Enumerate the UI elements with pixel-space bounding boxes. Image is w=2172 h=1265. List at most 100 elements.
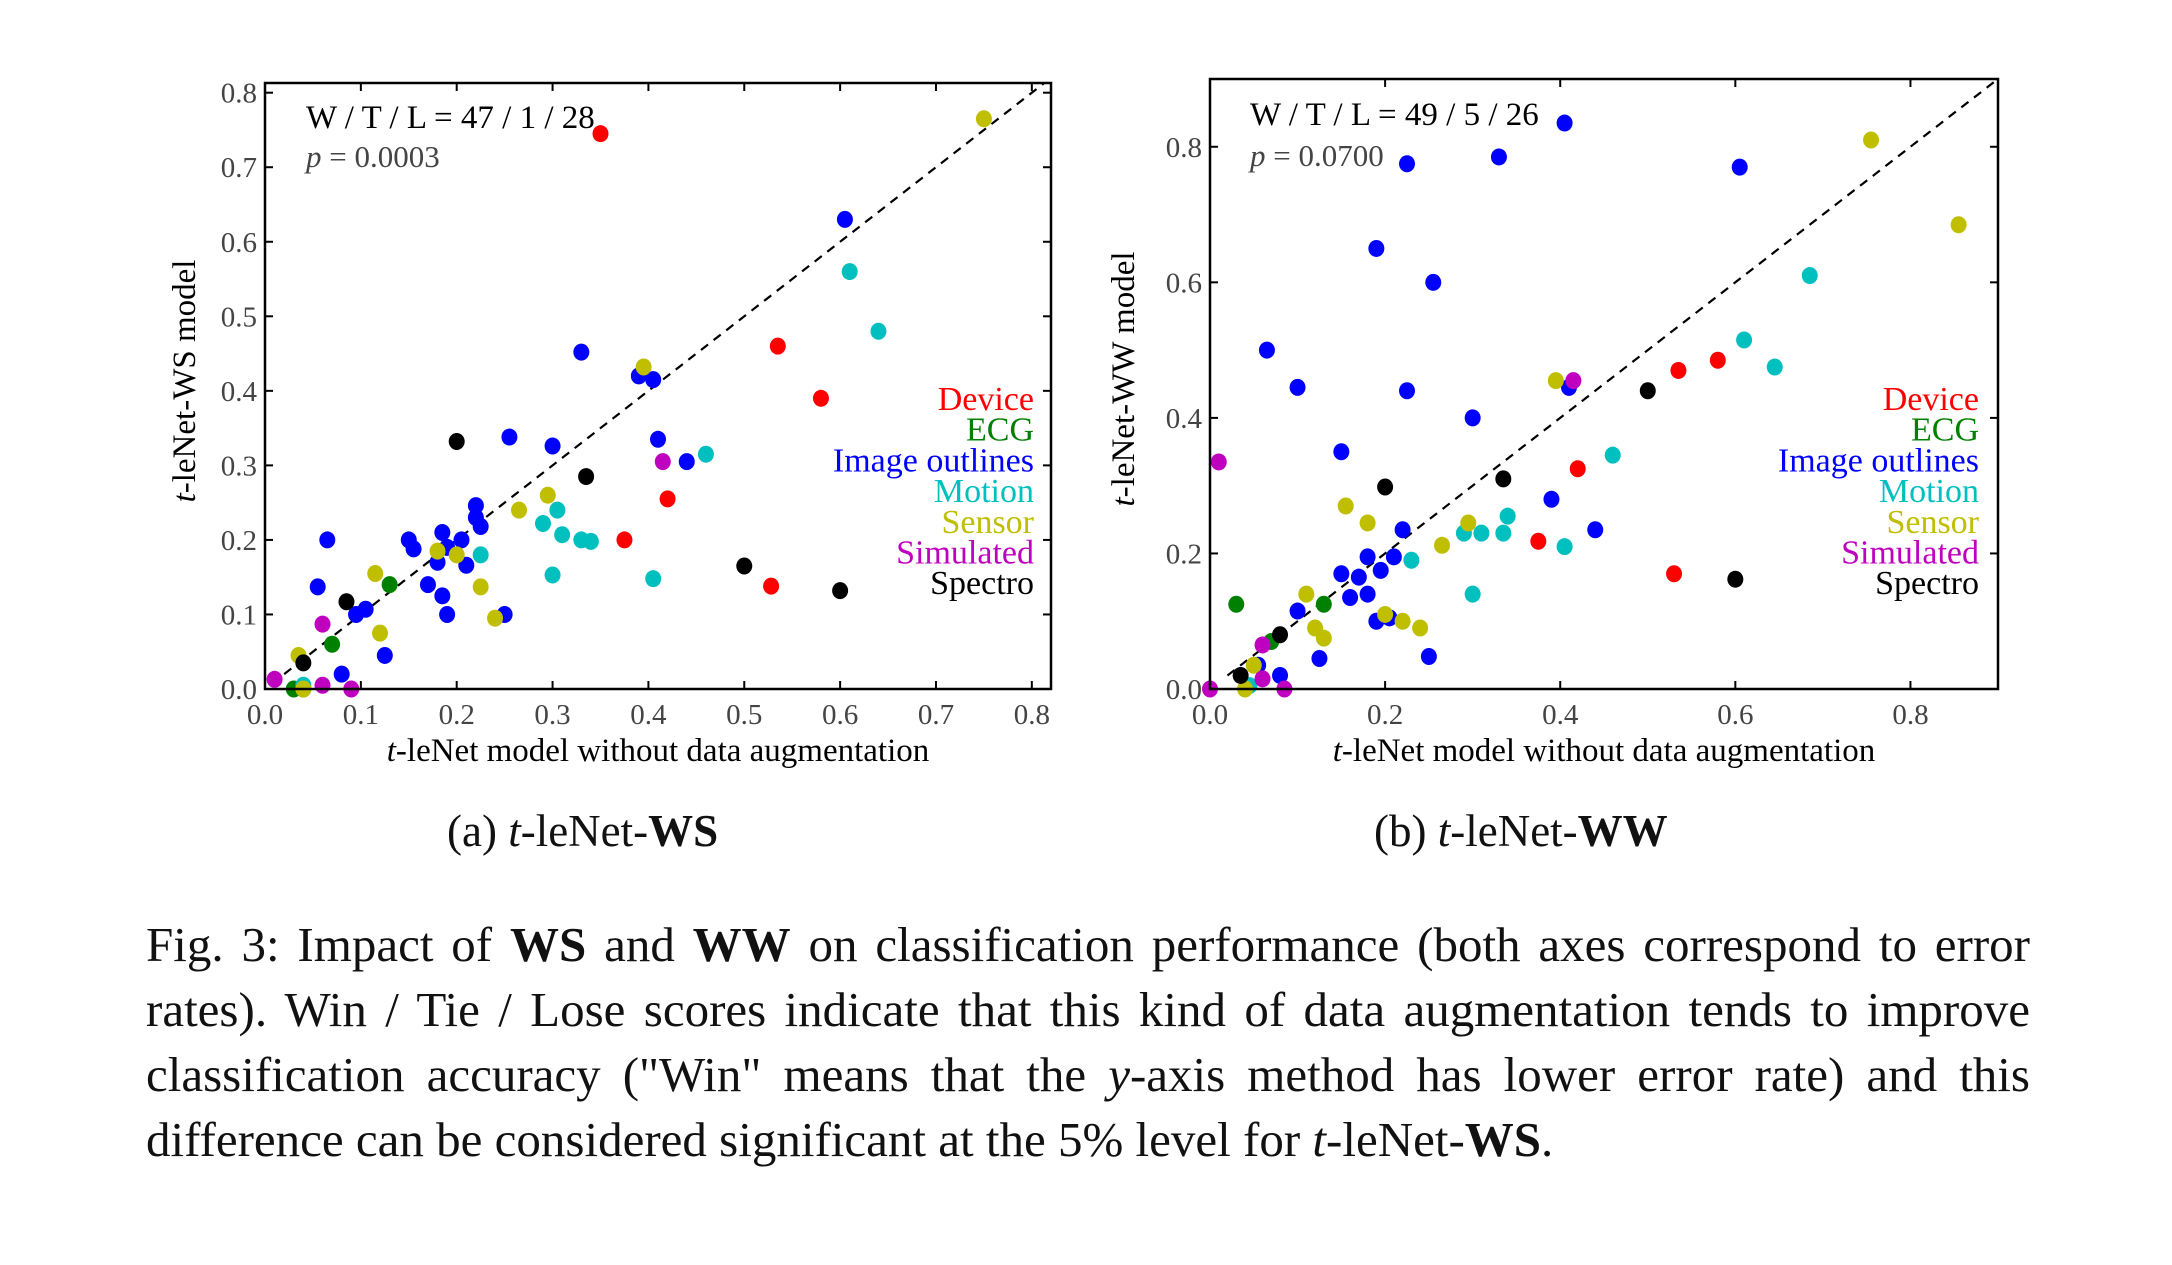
data-point bbox=[539, 486, 556, 504]
data-point bbox=[1547, 372, 1564, 390]
x-axis-label: t-leNet model without data augmentation bbox=[387, 733, 930, 769]
subcaption-part: t bbox=[1437, 806, 1451, 856]
caption-segment: Fig. 3: Impact of bbox=[146, 917, 510, 972]
scatter-panel-a: 0.0 0.1 0.2 0.3 0.4 0.5 0.6 0.7 0.8 0.0 0.1 0.2 0.3 0… bbox=[167, 78, 1053, 769]
y-tick-label: 0.0 bbox=[1166, 674, 1202, 706]
plot-frame bbox=[263, 81, 1053, 691]
data-point bbox=[1385, 548, 1402, 566]
subcaption-part: (b) bbox=[1374, 806, 1438, 856]
y-tick-label: 0.2 bbox=[221, 525, 257, 557]
data-point bbox=[501, 428, 518, 446]
subcaption-part: WS bbox=[648, 806, 719, 856]
data-point bbox=[1394, 612, 1411, 630]
figure: 0.0 0.1 0.2 0.3 0.4 0.5 0.6 0.7 0.8 0.0 0.1 0.2 0.3 0… bbox=[167, 77, 2000, 769]
legend-entry: ECG bbox=[1911, 412, 1979, 449]
x-tick-label: 0.4 bbox=[630, 699, 667, 731]
data-point bbox=[1530, 532, 1547, 550]
series-sensor bbox=[1237, 131, 1967, 698]
data-point bbox=[975, 110, 992, 128]
data-point bbox=[534, 515, 551, 533]
y-tick-label: 0.3 bbox=[221, 450, 257, 482]
series-spectro bbox=[295, 433, 849, 672]
p-value: p = 0.0700 bbox=[1248, 138, 1384, 173]
data-point bbox=[812, 389, 829, 407]
data-point bbox=[1736, 331, 1753, 349]
data-point bbox=[376, 646, 393, 664]
data-point bbox=[1298, 585, 1315, 603]
data-point bbox=[1272, 666, 1289, 684]
data-point bbox=[1359, 585, 1376, 603]
data-point bbox=[357, 600, 374, 618]
y-tick-label: 0.8 bbox=[221, 78, 257, 110]
data-point bbox=[678, 453, 695, 471]
data-point bbox=[1950, 216, 1967, 234]
data-point bbox=[1464, 585, 1481, 603]
caption-segment: -axis method has lower error rate) and t… bbox=[146, 1047, 2030, 1167]
y-axis-label: t-leNet-WS model bbox=[167, 260, 203, 503]
data-point bbox=[1473, 524, 1490, 542]
series-device bbox=[592, 125, 829, 595]
data-point bbox=[324, 635, 341, 653]
data-point bbox=[1460, 514, 1477, 532]
data-point bbox=[1420, 647, 1437, 665]
data-point bbox=[635, 358, 652, 376]
data-point bbox=[1495, 524, 1512, 542]
data-point bbox=[458, 556, 475, 574]
data-point bbox=[1350, 568, 1367, 586]
data-point bbox=[419, 576, 436, 594]
data-point bbox=[736, 557, 753, 575]
data-point bbox=[1801, 267, 1818, 285]
data-point bbox=[573, 343, 590, 361]
data-point bbox=[1232, 666, 1249, 684]
y-tick-label: 0.2 bbox=[1166, 538, 1202, 570]
x-tick-label: 0.8 bbox=[1014, 699, 1050, 731]
x-tick-label: 0.0 bbox=[1192, 699, 1228, 731]
data-point bbox=[1464, 409, 1481, 427]
data-point bbox=[429, 542, 446, 560]
data-point bbox=[1556, 538, 1573, 556]
caption-segment: y bbox=[1108, 1047, 1130, 1102]
series-simulated bbox=[1202, 372, 1582, 698]
data-point bbox=[1368, 239, 1385, 257]
scatter-panel-b: 0.0 0.2 0.4 0.6 0.8 0.0 0.2 0.4 0.6 0.8 t-leNet mo… bbox=[1106, 77, 2000, 769]
data-point bbox=[309, 578, 326, 596]
data-point bbox=[1228, 595, 1245, 613]
subcaption-part: (a) bbox=[447, 806, 509, 856]
data-point bbox=[544, 566, 561, 584]
y-tick-label: 0.1 bbox=[221, 599, 257, 631]
data-point bbox=[1359, 514, 1376, 532]
x-tick-label: 0.4 bbox=[1542, 699, 1579, 731]
caption-segment: -leNet- bbox=[1326, 1112, 1465, 1167]
x-tick-label: 0.6 bbox=[822, 699, 858, 731]
data-point bbox=[1394, 521, 1411, 539]
data-point bbox=[1565, 372, 1582, 390]
data-point bbox=[1863, 131, 1880, 149]
data-point bbox=[1727, 570, 1744, 588]
data-point bbox=[1359, 548, 1376, 566]
data-point bbox=[554, 526, 571, 544]
data-point bbox=[1258, 341, 1275, 359]
caption-segment: WW bbox=[692, 917, 791, 972]
data-point bbox=[1604, 446, 1621, 464]
data-point bbox=[1372, 561, 1389, 579]
data-point bbox=[1245, 656, 1262, 674]
wtl-score: W / T / L = 47 / 1 / 28 bbox=[306, 100, 595, 136]
series-image-outlines bbox=[1250, 114, 1748, 684]
legend-entry: Image outlines bbox=[1778, 442, 1979, 479]
data-point bbox=[1766, 358, 1783, 376]
data-point bbox=[544, 437, 561, 455]
data-point bbox=[1412, 619, 1429, 637]
caption-segment: and bbox=[586, 917, 693, 972]
data-point bbox=[511, 501, 528, 519]
subcaption-part: WW bbox=[1577, 806, 1668, 856]
data-point bbox=[333, 665, 350, 683]
legend-entry: Simulated bbox=[896, 535, 1034, 572]
y-tick-label: 0.6 bbox=[221, 227, 257, 259]
data-point bbox=[405, 540, 422, 558]
caption-segment: WS bbox=[509, 917, 587, 972]
legend-entry: ECG bbox=[966, 412, 1034, 449]
legend-entry: Spectro bbox=[1875, 565, 1979, 602]
legend-entry: Motion bbox=[934, 473, 1034, 510]
data-point bbox=[697, 445, 714, 463]
data-point bbox=[1499, 507, 1516, 525]
